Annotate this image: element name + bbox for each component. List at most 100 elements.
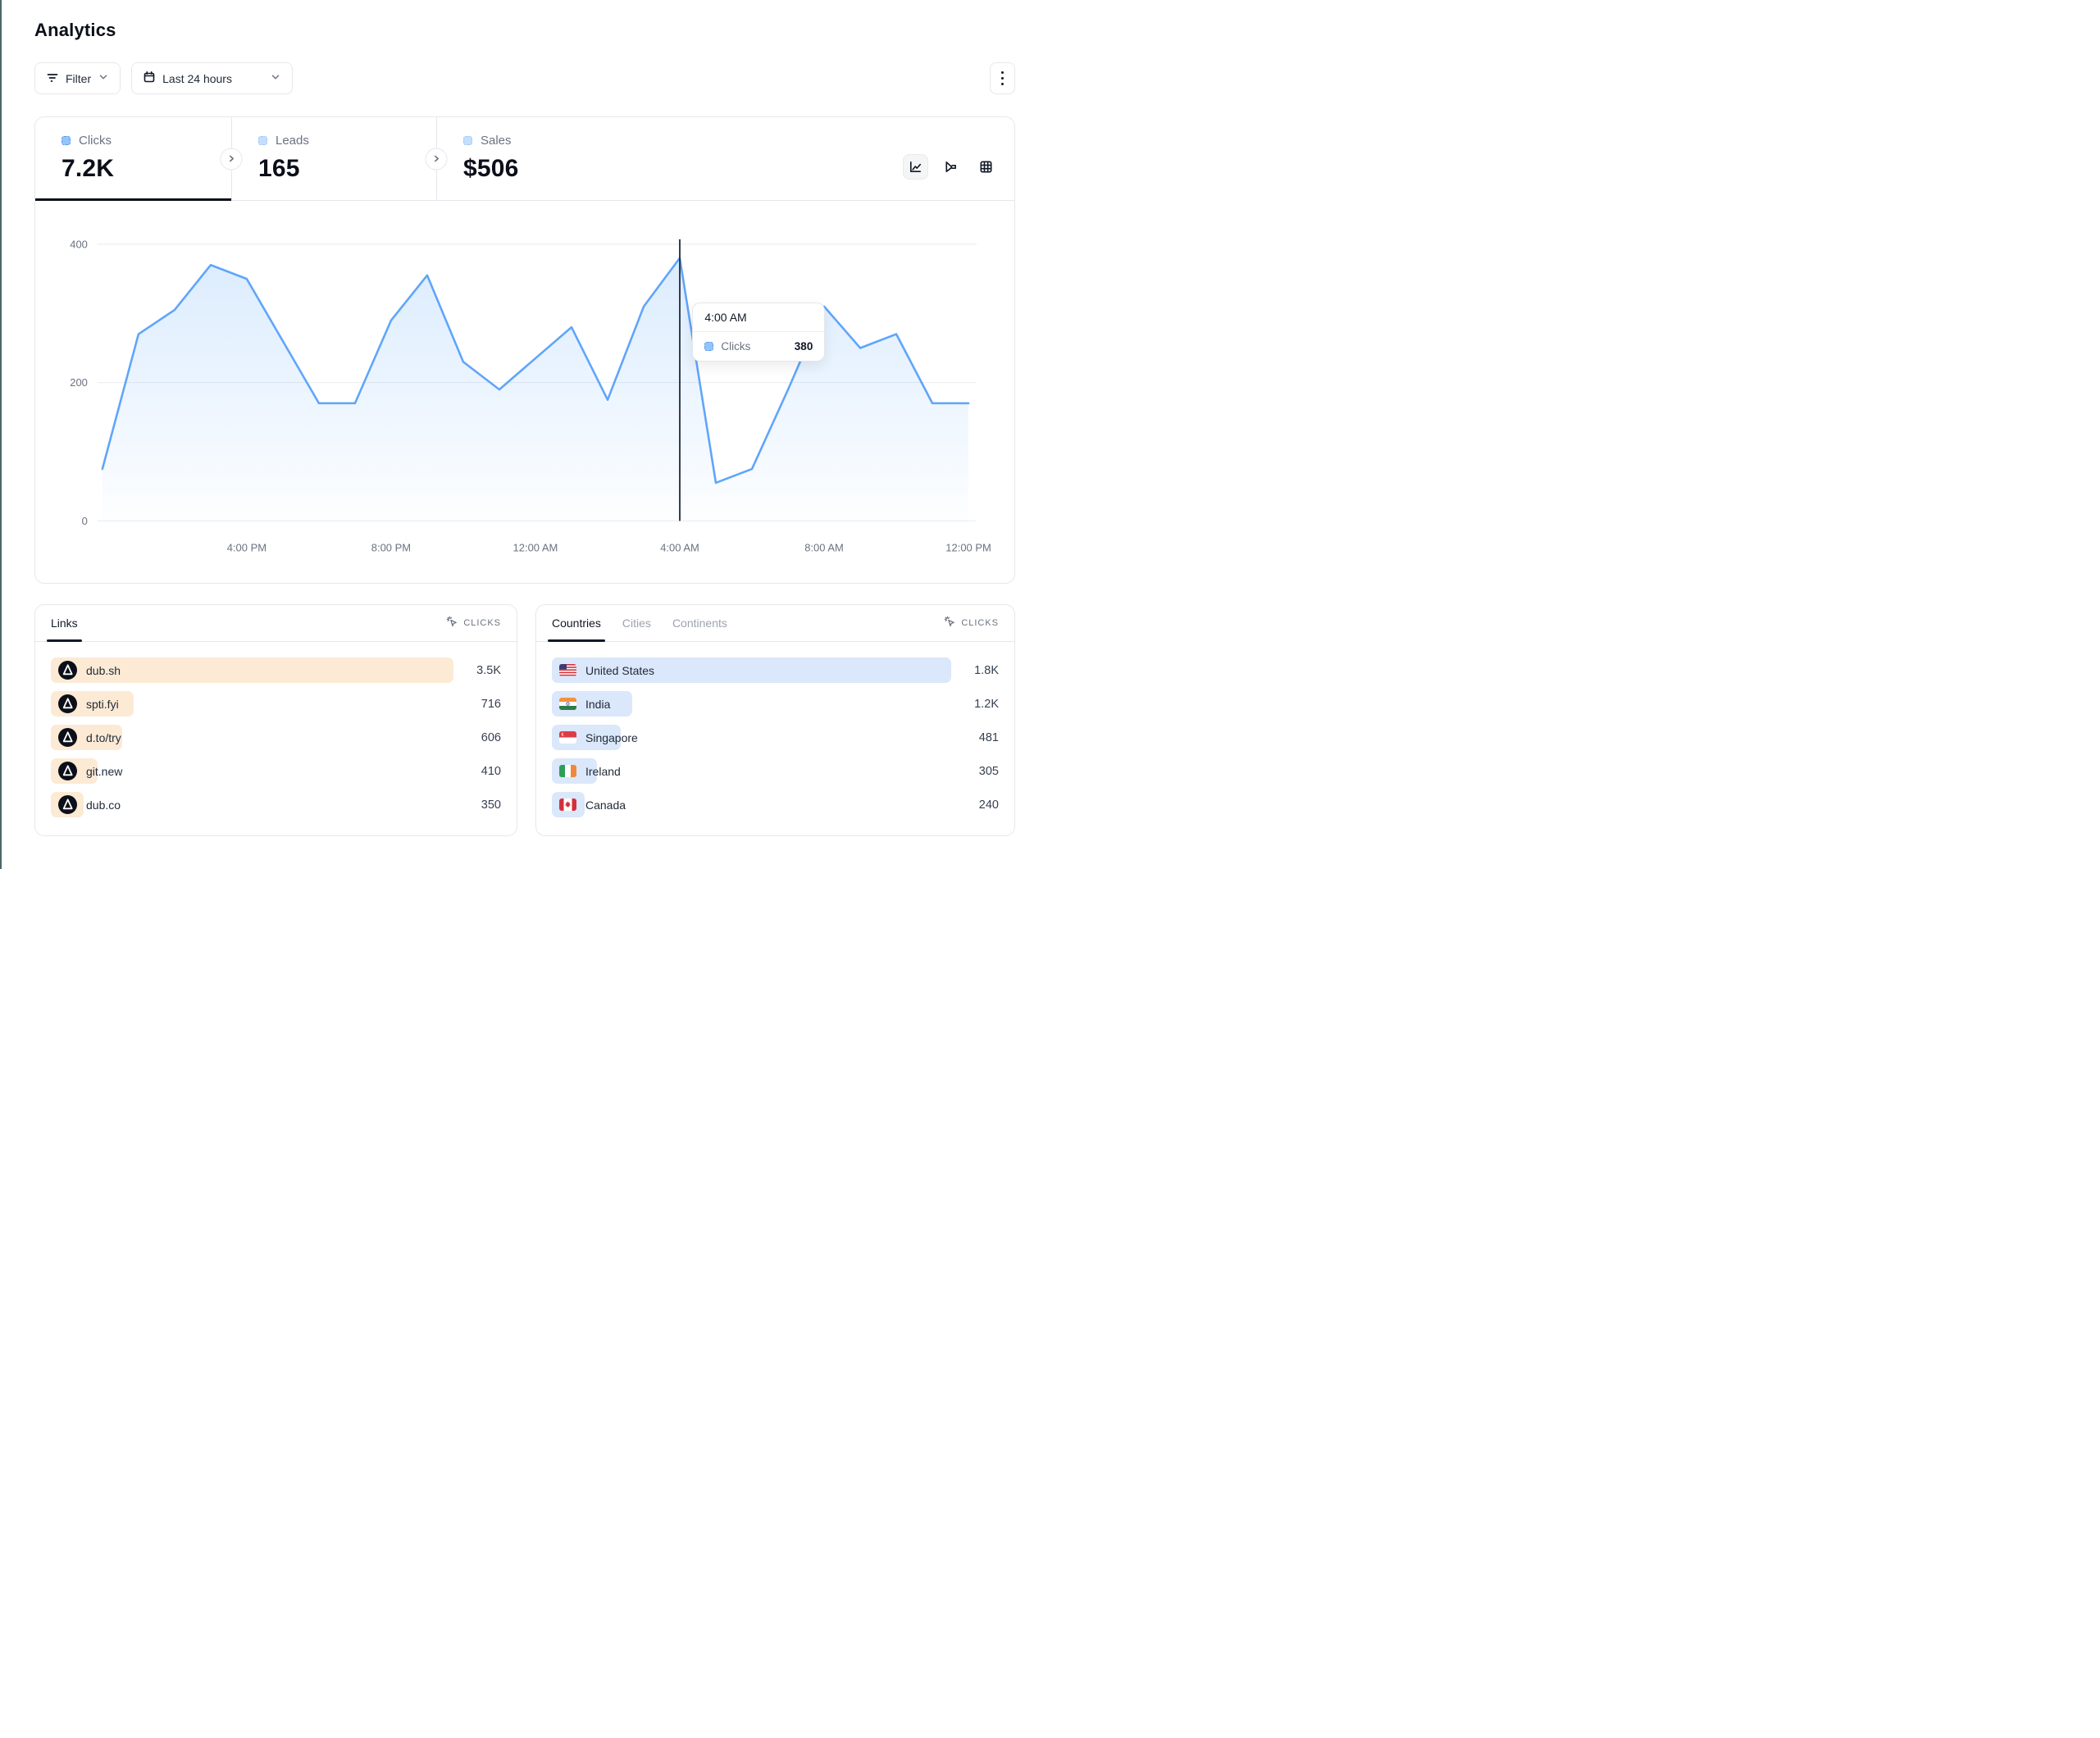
flag-canada-icon [559,798,576,811]
link-clicks: 410 [481,764,501,778]
date-range-label: Last 24 hours [162,71,232,85]
list-item[interactable]: Canada 240 [552,788,999,821]
flag-india-icon [559,698,576,710]
svg-text:8:00 PM: 8:00 PM [371,541,411,553]
chevron-down-icon [98,71,109,85]
stat-tab-clicks[interactable]: Clicks 7.2K [35,117,231,201]
link-clicks: 3.5K [476,663,501,677]
country-label: Singapore [585,730,638,744]
country-label: Ireland [585,764,621,778]
flag-united-states-icon [559,664,576,676]
list-item[interactable]: git.new 410 [51,754,501,788]
kebab-icon [1000,71,1004,75]
country-label: United States [585,663,655,677]
leads-legend-swatch [258,136,267,145]
tooltip-series-label: Clicks [721,340,751,353]
svg-text:400: 400 [70,238,88,250]
list-item[interactable]: Ireland 305 [552,754,999,788]
filter-button[interactable]: Filter [34,62,121,94]
chevron-down-icon [270,71,281,85]
list-item[interactable]: spti.fyi 716 [51,687,501,721]
tab-links[interactable]: Links [47,605,82,642]
stat-value: $506 [463,155,519,182]
svg-text:12:00 PM: 12:00 PM [945,541,991,553]
dub-logo-icon [58,661,77,680]
dub-logo-icon [58,728,77,747]
cursor-click-icon [944,616,956,630]
cursor-click-icon [446,616,458,630]
expand-tab-chevron[interactable] [220,148,243,170]
svg-text:200: 200 [70,376,88,389]
stat-value: 7.2K [61,155,115,182]
metric-selector[interactable]: CLICKS [446,616,501,630]
link-clicks: 606 [481,730,501,744]
svg-text:4:00 AM: 4:00 AM [660,541,699,553]
tooltip-value: 380 [794,340,813,353]
svg-text:0: 0 [82,515,88,527]
country-clicks: 1.2K [974,697,999,711]
svg-text:8:00 AM: 8:00 AM [804,541,844,553]
tooltip-legend-swatch [704,342,714,351]
filter-icon [46,71,59,86]
expand-tab-chevron[interactable] [425,148,448,170]
link-label: git.new [86,764,123,778]
links-panel: Links CLICKS dub.sh [34,604,517,836]
flag-singapore-icon [559,731,576,744]
metric-selector[interactable]: CLICKS [944,616,999,630]
tooltip-time: 4:00 AM [693,303,825,332]
more-options-button[interactable] [990,62,1015,94]
calendar-icon [143,71,156,86]
table-grid-icon[interactable] [973,154,999,180]
svg-text:4:00 PM: 4:00 PM [227,541,266,553]
link-clicks: 716 [481,697,501,711]
chart-type-switcher [903,154,1014,180]
country-label: India [585,697,611,711]
link-label: d.to/try [86,730,121,744]
country-clicks: 305 [978,764,999,778]
tab-countries[interactable]: Countries [548,605,605,642]
links-list: dub.sh 3.5K spti.fyi 716 [35,642,517,821]
list-item[interactable]: dub.co 350 [51,788,501,821]
stat-label: Leads [276,134,309,148]
tab-cities[interactable]: Cities [622,616,651,630]
svg-text:12:00 AM: 12:00 AM [513,541,558,553]
list-item[interactable]: d.to/try 606 [51,721,501,754]
tab-continents[interactable]: Continents [672,616,727,630]
clicks-legend-swatch [61,136,71,145]
page-left-accent [0,0,2,869]
clicks-time-series-chart[interactable]: 400 200 0 4:00 PM 8:00 PM 12:00 AM 4:00 AM 8:00… [35,201,1014,583]
list-item[interactable]: dub.sh 3.5K [51,653,501,687]
sales-legend-swatch [463,136,472,145]
country-clicks: 240 [978,798,999,812]
page-title: Analytics [34,20,116,40]
list-item[interactable]: United States 1.8K [552,653,999,687]
countries-panel: Countries Cities Continents CLICKS [535,604,1015,836]
stat-value: 165 [258,155,300,182]
date-range-button[interactable]: Last 24 hours [131,62,294,94]
list-item[interactable]: India 1.2K [552,687,999,721]
stat-label: Clicks [79,134,112,148]
filter-label: Filter [66,71,92,85]
countries-list: United States 1.8K India 1.2K [536,642,1014,821]
funnel-chart-icon[interactable] [938,154,963,180]
dub-logo-icon [58,694,77,713]
line-chart-icon[interactable] [903,154,928,180]
stat-label: Sales [481,134,512,148]
country-clicks: 481 [978,730,999,744]
country-label: Canada [585,798,626,812]
link-label: spti.fyi [86,697,119,711]
area-chart-canvas[interactable]: 400 200 0 4:00 PM 8:00 PM 12:00 AM 4:00 AM 8:00… [35,201,1014,582]
analytics-page: Analytics Filter Last 24 hours [0,0,1050,866]
stat-tab-leads[interactable]: Leads 165 [231,117,436,200]
list-item[interactable]: Singapore 481 [552,721,999,754]
link-label: dub.sh [86,663,121,677]
country-clicks: 1.8K [974,663,999,677]
dub-logo-icon [58,795,77,814]
link-label: dub.co [86,798,121,812]
dub-logo-icon [58,762,77,780]
toolbar: Filter Last 24 hours [34,62,1015,94]
analytics-chart-card: Clicks 7.2K Leads 165 Sales $50 [34,116,1015,584]
chart-tooltip: 4:00 AM Clicks 380 [692,303,826,362]
active-tab-indicator [35,198,231,201]
stat-tab-sales[interactable]: Sales $506 [436,117,1014,200]
